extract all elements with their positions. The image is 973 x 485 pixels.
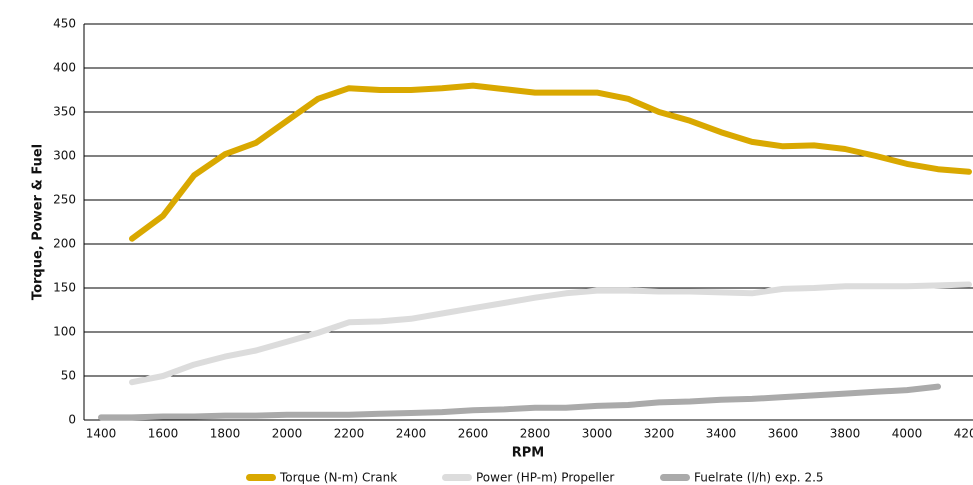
x-tick-label: 1600 [148,427,179,441]
x-tick-label: 3600 [768,427,799,441]
series-line [129,82,972,242]
x-tick-label: 4200 [954,427,973,441]
series-line [129,281,972,386]
x-tick-label: 2200 [334,427,365,441]
y-tick-label: 150 [53,281,76,295]
y-axis-label: Torque, Power & Fuel [31,144,46,300]
x-tick-label: 3400 [706,427,737,441]
legend-swatch [442,474,472,481]
x-tick-label: 2000 [272,427,303,441]
y-tick-label: 250 [53,193,76,207]
y-tick-label: 350 [53,105,76,119]
y-tick-label: 100 [53,325,76,339]
x-tick-label: 4000 [892,427,923,441]
x-tick-label: 1400 [86,427,117,441]
y-tick-label: 450 [53,17,76,31]
y-tick-label: 400 [53,61,76,75]
x-tick-label: 2800 [520,427,551,441]
legend-swatch [660,474,690,481]
x-tick-label: 3200 [644,427,675,441]
legend-swatch [246,474,276,481]
y-tick-label: 0 [68,413,76,427]
x-axis-label: RPM [512,446,544,461]
y-tick-label: 200 [53,237,76,251]
x-tick-label: 2600 [458,427,489,441]
series-line [98,383,941,421]
legend-label: Fuelrate (l/h) exp. 2.5 [694,471,824,485]
legend-label: Power (HP-m) Propeller [476,471,614,485]
x-tick-label: 2400 [396,427,427,441]
x-tick-label: 3800 [830,427,861,441]
x-tick-label: 3000 [582,427,613,441]
y-tick-label: 300 [53,149,76,163]
x-tick-label: 1800 [210,427,241,441]
y-tick-label: 50 [61,369,76,383]
legend-label: Torque (N-m) Crank [279,471,397,485]
